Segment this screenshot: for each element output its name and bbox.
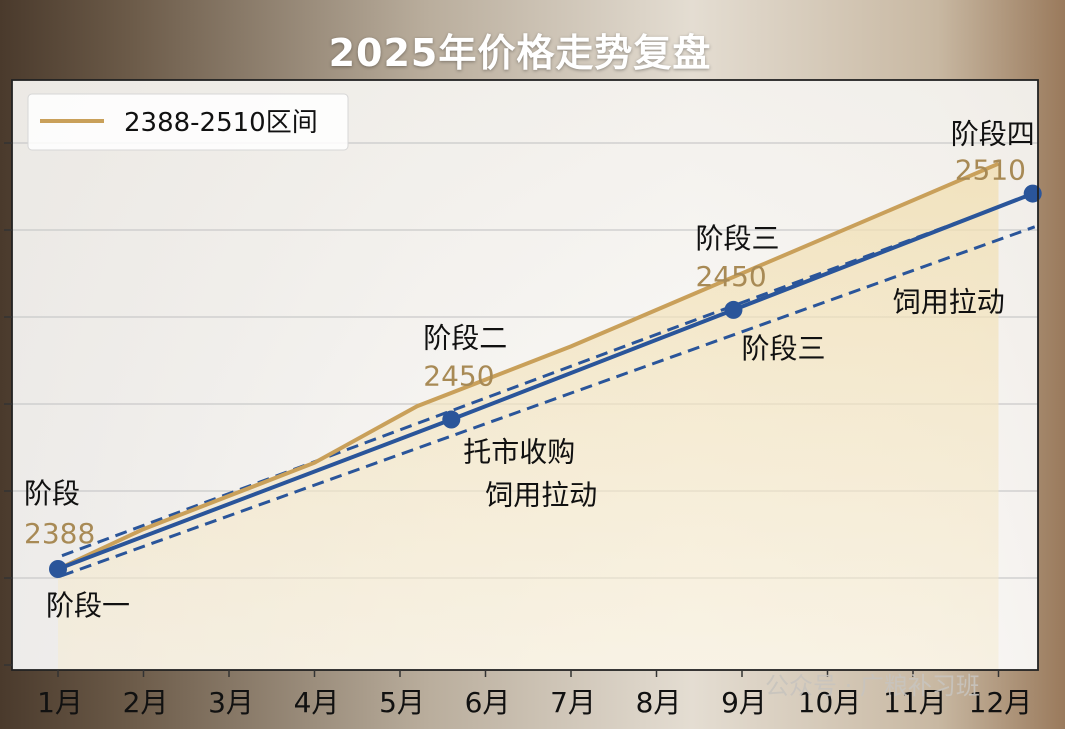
value-label-0: 2388: [24, 517, 95, 550]
legend-box: [27, 93, 349, 151]
channel-lower-line: [61, 225, 1036, 578]
point-marker-3: [1023, 184, 1042, 203]
note-label-1-b: 饲用拉动: [485, 479, 597, 512]
below-label-0: 阶段一: [46, 589, 130, 622]
point-marker-2: [724, 300, 743, 319]
series-line-trend: [57, 191, 1034, 571]
point-marker-1: [442, 410, 461, 429]
below-label-2: 阶段三: [741, 332, 825, 365]
point-marker-0: [49, 560, 67, 578]
x-tick-label-7: 8月: [636, 686, 682, 719]
series-area-fill: [58, 163, 999, 670]
x-tick-label-5: 6月: [465, 686, 511, 719]
x-tick-label-10: 11月: [883, 686, 947, 719]
plot-frame: [11, 79, 1039, 671]
axis-ticks: 1月 2月 3月 4月 5月 6月 7月 8月 9月 10月 11月 12月: [4, 142, 1033, 719]
legend-label: 2388-2510区间: [124, 108, 318, 138]
phase-label-1: 阶段二: [423, 322, 507, 355]
x-tick-label-4: 5月: [379, 686, 425, 719]
x-tick-label-9: 10月: [798, 686, 862, 719]
x-tick-label-11: 12月: [969, 686, 1033, 719]
x-tick-label-0: 1月: [37, 686, 83, 719]
x-tick-label-3: 4月: [294, 686, 340, 719]
phase-label-3: 阶段四: [951, 118, 1035, 151]
chart-title: 2025年价格走势复盘: [328, 31, 712, 75]
note-label-1-a: 托市收购: [463, 436, 575, 469]
value-label-3: 2510: [955, 154, 1026, 187]
series-line-range: [57, 161, 1000, 571]
phase-label-0: 阶段: [24, 477, 80, 510]
x-tick-label-6: 7月: [550, 686, 596, 719]
value-label-2: 2450: [695, 260, 766, 293]
watermark: 公众号 · 广粮补习班: [765, 672, 980, 700]
note-label-3-a: 饲用拉动: [893, 286, 1005, 319]
legend: 2388-2510区间: [27, 93, 349, 151]
phase-labels: 阶段2388阶段一阶段二2450托市收购饲用拉动阶段三2450阶段三阶段四251…: [24, 118, 1035, 622]
x-tick-label-1: 2月: [123, 686, 169, 719]
value-label-1: 2450: [423, 360, 494, 393]
x-tick-label-2: 3月: [208, 686, 254, 719]
x-tick-label-8: 9月: [721, 686, 767, 719]
phase-label-2: 阶段三: [695, 222, 779, 255]
